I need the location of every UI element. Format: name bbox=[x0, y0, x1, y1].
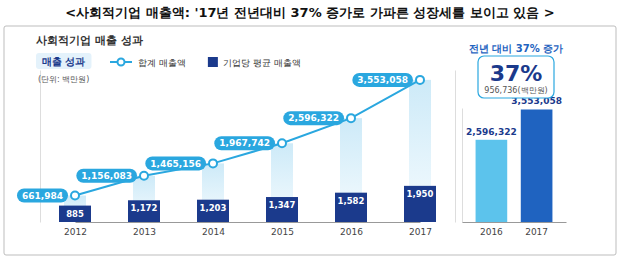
x-tick-label: 2013 bbox=[133, 227, 156, 237]
x-tick-label: 2014 bbox=[202, 227, 225, 237]
legend-swatch bbox=[118, 59, 125, 66]
marker bbox=[209, 159, 217, 167]
background bbox=[0, 0, 620, 259]
legend-label: 기업당 평균 매출액 bbox=[223, 58, 301, 68]
data-label-pill: 1,465,156 bbox=[145, 156, 206, 170]
annotation: 37% bbox=[490, 61, 543, 86]
x-tick: 2017 bbox=[409, 222, 432, 237]
data-label-pill: 661,984 bbox=[17, 189, 68, 203]
data-label: 1,172 bbox=[131, 203, 158, 213]
chart-subtitle: (단위: 백만원) bbox=[38, 75, 89, 84]
x-tick-label: 2016 bbox=[340, 227, 363, 237]
x-axis-line bbox=[463, 222, 567, 223]
y2-axis-line bbox=[455, 71, 456, 223]
data-label: 1,465,156 bbox=[150, 159, 201, 169]
data-label-pill: 2,596,322 bbox=[283, 111, 344, 125]
data-label: 3,553,058 bbox=[357, 75, 408, 85]
data-labels: 885 1,172 1,203 1,347 1,582 1,950 661,984 1,156… bbox=[17, 73, 434, 219]
legend-item: 기업당 평균 매출액 bbox=[208, 57, 301, 68]
label-pill bbox=[283, 111, 344, 125]
bar bbox=[197, 200, 229, 222]
chart-title: 매출 성과 bbox=[42, 56, 85, 67]
marker bbox=[347, 114, 355, 122]
data-label: 2,596,322 bbox=[466, 127, 517, 137]
x-tick-label: 2012 bbox=[64, 227, 87, 237]
x-tick: 2012 bbox=[64, 222, 87, 237]
data-label: 2,596,322 bbox=[288, 113, 339, 123]
annotation: 956,736(백만원) bbox=[484, 86, 547, 95]
annotation-box bbox=[478, 56, 554, 98]
bar bbox=[266, 197, 298, 222]
y-axis bbox=[462, 109, 463, 223]
data-labels: 2,596,3223,553,058 bbox=[466, 96, 562, 136]
data-label: 1,156,083 bbox=[81, 171, 132, 181]
title-box bbox=[36, 53, 91, 69]
label-pill bbox=[17, 189, 68, 203]
marker bbox=[71, 192, 79, 200]
y-axis-line bbox=[462, 109, 463, 223]
legend-label: 합계 매출액 bbox=[138, 58, 186, 68]
plot-area bbox=[59, 76, 436, 222]
label-pill bbox=[76, 169, 137, 183]
marker bbox=[416, 76, 424, 84]
panel bbox=[4, 26, 616, 255]
x-tick-label: 2015 bbox=[271, 227, 294, 237]
data-label: 1,582 bbox=[338, 196, 365, 206]
chart-title-group: 매출 성과 bbox=[36, 53, 91, 69]
chart-title: 전년 대비 37% 증가 bbox=[469, 43, 563, 54]
marker bbox=[140, 172, 148, 180]
x-tick: 2013 bbox=[133, 222, 156, 237]
data-label: 1,950 bbox=[407, 189, 434, 199]
x-axis-line bbox=[76, 222, 421, 223]
label-pill bbox=[352, 73, 413, 87]
x-tick: 2016 bbox=[340, 222, 363, 237]
legend-swatch bbox=[208, 57, 218, 67]
x-tick-label: 2017 bbox=[525, 227, 548, 237]
line bbox=[75, 80, 420, 196]
data-label: 1,967,742 bbox=[219, 138, 270, 148]
bar bbox=[59, 206, 91, 222]
x-tick-label: 2017 bbox=[409, 227, 432, 237]
y2-axis bbox=[455, 71, 456, 223]
bar bbox=[476, 140, 508, 222]
legend-item: 합계 매출액 bbox=[110, 58, 186, 68]
data-label: 1,347 bbox=[269, 200, 296, 210]
bar bbox=[335, 193, 367, 222]
legend: 합계 매출액 기업당 평균 매출액 bbox=[110, 57, 301, 68]
x-axis: 2012 2013 2014 2015 2016 2017 bbox=[64, 222, 432, 237]
x-tick-label: 2016 bbox=[480, 227, 503, 237]
x-axis: 2016 2017 bbox=[463, 222, 567, 237]
section-title: 사회적기업 매출 성과 bbox=[36, 34, 143, 47]
x-tick: 2017 bbox=[525, 222, 548, 237]
marker bbox=[278, 139, 286, 147]
x-tick: 2014 bbox=[202, 222, 225, 237]
data-label: 885 bbox=[66, 209, 84, 219]
bar bbox=[521, 109, 553, 222]
data-label-pill: 3,553,058 bbox=[352, 73, 413, 87]
bar bbox=[404, 186, 436, 222]
data-label: 1,203 bbox=[200, 203, 227, 213]
data-label-pill: 1,156,083 bbox=[76, 169, 137, 183]
x-tick: 2015 bbox=[271, 222, 294, 237]
x-tick: 2016 bbox=[480, 222, 503, 237]
label-pill bbox=[214, 136, 275, 150]
bar bbox=[128, 200, 160, 222]
header: <사회적기업 매출액: '17년 전년대비 37% 증가로 가파른 성장세를 보… bbox=[65, 5, 554, 20]
data-label: 661,984 bbox=[22, 191, 63, 201]
label-pill bbox=[145, 156, 206, 170]
data-label-pill: 1,967,742 bbox=[214, 136, 275, 150]
